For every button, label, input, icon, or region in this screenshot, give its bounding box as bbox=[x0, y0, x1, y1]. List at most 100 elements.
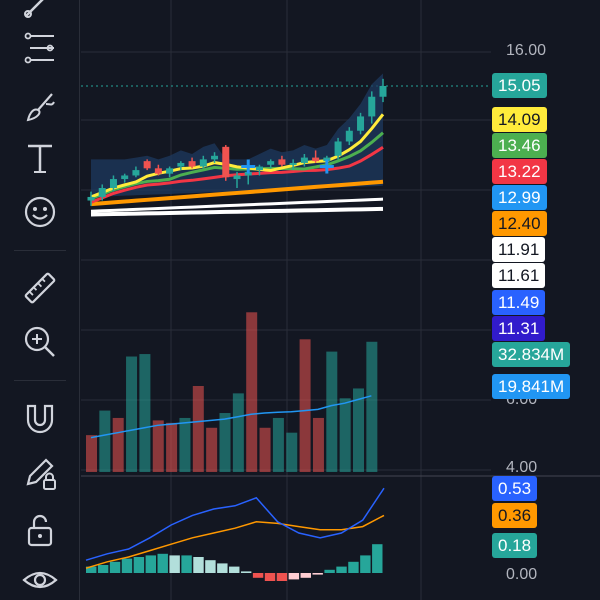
toolbar-separator bbox=[14, 380, 66, 381]
bollinger-band bbox=[91, 73, 383, 197]
macd-histogram-bar bbox=[288, 573, 300, 580]
candle-body bbox=[98, 188, 106, 197]
candle-body bbox=[233, 175, 241, 180]
unlock-tool-button[interactable] bbox=[16, 506, 64, 554]
candle-body bbox=[255, 166, 263, 171]
price-axis-label: 13.46 bbox=[492, 133, 547, 158]
price-tick-low: 4.00 bbox=[506, 459, 538, 476]
text-tool-button[interactable] bbox=[16, 134, 64, 182]
candle-body bbox=[109, 179, 117, 188]
trend-line-tool-button[interactable] bbox=[16, 0, 64, 26]
macd-histogram-bar bbox=[97, 565, 109, 573]
candle-body bbox=[132, 170, 140, 176]
zoom-in-tool-icon bbox=[24, 326, 55, 357]
macd-histogram-bar bbox=[264, 573, 276, 581]
volume-bar bbox=[326, 351, 338, 472]
volume-bar bbox=[206, 427, 218, 472]
volume-bar bbox=[353, 388, 364, 472]
volume-bar bbox=[166, 422, 178, 472]
volume-bar bbox=[286, 432, 298, 472]
macd-histogram-bar bbox=[121, 558, 133, 573]
price-chart[interactable] bbox=[81, 0, 600, 600]
volume-bar bbox=[366, 341, 378, 472]
candle-body bbox=[289, 162, 297, 165]
candle-body bbox=[312, 157, 320, 162]
macd-histogram-bar bbox=[372, 544, 383, 573]
ma-line-green bbox=[90, 131, 384, 201]
candle-body bbox=[334, 141, 342, 156]
macd-histogram-bar bbox=[217, 563, 228, 573]
candle-body bbox=[199, 159, 207, 167]
chart-canvas[interactable] bbox=[81, 0, 600, 600]
volume-bar bbox=[246, 312, 258, 472]
volume-ma-line bbox=[90, 395, 372, 439]
macd-histogram-bar bbox=[193, 557, 204, 573]
macd-histogram-bar bbox=[145, 555, 157, 573]
candle-body bbox=[211, 155, 219, 160]
volume-bar bbox=[232, 393, 244, 472]
ruler-tool-icon bbox=[24, 272, 56, 304]
price-axis-label: 12.99 bbox=[492, 185, 547, 210]
macd-histogram-bar bbox=[157, 553, 168, 573]
ruler-tool-button[interactable] bbox=[16, 264, 64, 312]
price-axis-label: 13.22 bbox=[492, 159, 547, 184]
candle-body bbox=[222, 146, 230, 178]
magnet-tool-button[interactable] bbox=[16, 394, 64, 442]
price-axis-label: 15.05 bbox=[492, 73, 547, 98]
candle-body bbox=[143, 161, 151, 169]
volume-bar bbox=[192, 386, 204, 472]
eye-visibility-tool-button[interactable] bbox=[16, 556, 64, 600]
macd-histogram-bar bbox=[300, 573, 311, 578]
candle-body bbox=[300, 157, 308, 163]
macd-histogram-bar bbox=[240, 571, 252, 573]
macd-histogram-bar bbox=[252, 573, 264, 578]
brush-tool-button[interactable] bbox=[16, 82, 64, 130]
macd-axis-label: 0.18 bbox=[492, 533, 538, 558]
macd-histogram-bar bbox=[169, 555, 180, 573]
volume-bar bbox=[299, 339, 311, 472]
fib-retracement-tool-button[interactable] bbox=[16, 24, 64, 72]
macd-histogram-bar bbox=[348, 561, 359, 573]
ma-line-yellow bbox=[90, 113, 385, 199]
price-axis-label: 11.91 bbox=[492, 237, 546, 262]
volume-axis-label: 32.834M bbox=[492, 342, 571, 367]
text-tool-icon bbox=[28, 144, 52, 173]
trend-line-tool-icon bbox=[24, 0, 44, 18]
price-axis-label: 11.49 bbox=[492, 290, 546, 315]
candle-body bbox=[267, 161, 275, 165]
candle-body bbox=[244, 171, 252, 176]
emoji-tool-button[interactable] bbox=[16, 188, 64, 236]
ma-line-white-1 bbox=[90, 197, 384, 213]
macd-histogram-bar bbox=[181, 555, 192, 573]
price-axis-label: 12.40 bbox=[492, 211, 547, 236]
macd-histogram-bar bbox=[324, 569, 335, 573]
volume-bar bbox=[152, 420, 164, 472]
drawing-toolbar bbox=[0, 0, 80, 600]
volume-axis-label: 19.841M bbox=[492, 374, 571, 399]
candle-body bbox=[166, 168, 174, 174]
candle-body bbox=[154, 168, 162, 174]
macd-histogram-bar bbox=[276, 573, 288, 581]
candle-body bbox=[177, 162, 185, 167]
macd-line bbox=[85, 487, 385, 561]
candle-body bbox=[379, 86, 387, 97]
macd-tick-zero: 0.00 bbox=[506, 566, 538, 583]
volume-bar bbox=[312, 417, 324, 472]
candle-body bbox=[87, 196, 95, 201]
volume-bar bbox=[112, 417, 124, 472]
brush-tool-icon bbox=[26, 93, 55, 122]
zoom-in-tool-button[interactable] bbox=[16, 318, 64, 366]
macd-histogram-bar bbox=[229, 566, 240, 573]
candle-body bbox=[357, 116, 365, 131]
unlock-tool-icon bbox=[27, 514, 53, 547]
fib-retracement-tool-icon bbox=[24, 32, 54, 64]
candle-body bbox=[121, 175, 129, 180]
volume-bar bbox=[259, 427, 271, 472]
lock-drawing-tool-button[interactable] bbox=[16, 448, 64, 496]
macd-axis-label: 0.53 bbox=[492, 476, 538, 501]
emoji-tool-icon bbox=[24, 196, 56, 228]
candle-body bbox=[278, 159, 286, 165]
volume-bar bbox=[272, 417, 284, 472]
price-axis-label: 14.09 bbox=[492, 107, 547, 132]
macd-histogram-bar bbox=[312, 573, 323, 575]
